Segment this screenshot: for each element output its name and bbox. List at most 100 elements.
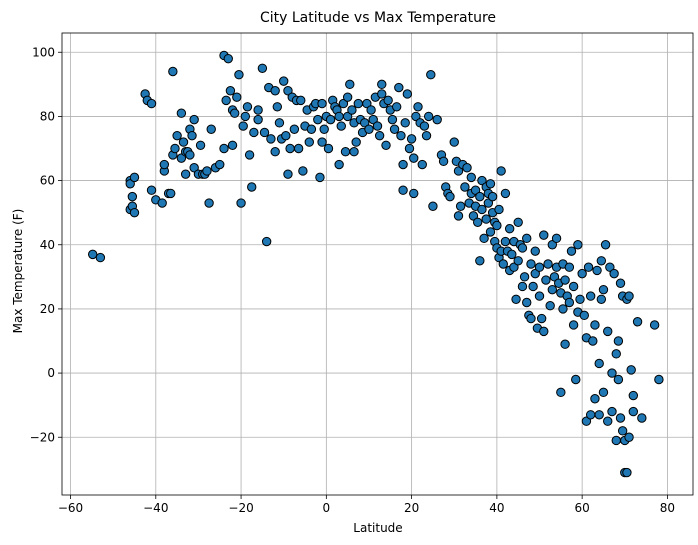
data-point [598, 284, 609, 295]
data-point [272, 102, 283, 112]
data-point [227, 140, 238, 150]
data-point [204, 198, 214, 208]
data-point [519, 272, 530, 282]
data-point [462, 163, 472, 173]
data-point [253, 105, 263, 115]
x-tick-label: 80 [660, 501, 675, 515]
x-axis-label: Latitude [353, 521, 402, 535]
data-point [368, 114, 378, 125]
data-point [528, 281, 538, 292]
data-point [334, 159, 344, 170]
data-point [526, 313, 536, 324]
data-point [423, 111, 434, 122]
data-point [571, 374, 581, 385]
data-point [573, 240, 583, 250]
data-point [581, 416, 592, 426]
data-point [509, 262, 519, 272]
data-point [455, 201, 466, 211]
data-point [176, 153, 187, 163]
data-point [172, 130, 182, 141]
data-point [274, 118, 285, 128]
data-point [180, 169, 191, 179]
data-point [146, 185, 157, 195]
data-point [185, 150, 195, 160]
data-point [95, 252, 106, 263]
data-point [223, 53, 233, 64]
data-point [481, 214, 491, 224]
data-point [472, 217, 483, 227]
data-point [266, 134, 276, 144]
data-point [360, 118, 370, 128]
data-point [219, 143, 229, 154]
y-tick-label: 0 [47, 366, 55, 380]
data-point [539, 230, 549, 240]
data-point [536, 313, 547, 324]
data-point [494, 204, 504, 215]
data-point [313, 114, 323, 125]
data-point [628, 390, 639, 401]
data-point [402, 89, 413, 99]
data-point [498, 259, 508, 269]
data-point [325, 114, 336, 125]
data-point [170, 143, 180, 154]
data-points [87, 50, 664, 478]
data-point [315, 172, 325, 183]
data-point [539, 326, 549, 337]
data-point [279, 76, 289, 86]
x-tick-label: −60 [58, 501, 83, 515]
data-point [336, 121, 346, 131]
y-axis-ticks: −20 0 20 40 60 80 100 [30, 45, 62, 444]
data-point [560, 275, 570, 285]
data-point [349, 147, 359, 157]
data-point [585, 291, 596, 301]
data-point [244, 150, 255, 160]
data-point [504, 224, 515, 234]
data-point [317, 137, 327, 147]
data-point [428, 201, 438, 211]
data-point [590, 320, 600, 330]
data-point [543, 259, 553, 269]
data-point [522, 297, 532, 308]
data-point [129, 172, 140, 183]
data-point [189, 114, 199, 125]
data-point [249, 127, 259, 138]
data-point [125, 179, 135, 189]
data-point [492, 220, 502, 231]
data-point [362, 98, 372, 109]
data-point [168, 66, 178, 77]
data-point [507, 249, 517, 260]
data-point [598, 387, 609, 398]
data-point [317, 98, 327, 109]
data-point [566, 246, 577, 256]
data-point [304, 137, 314, 147]
data-point [129, 207, 140, 218]
data-point [398, 159, 408, 170]
y-tick-label: −20 [30, 430, 55, 444]
y-tick-label: 40 [40, 238, 55, 252]
data-point [466, 172, 476, 183]
data-point [637, 413, 647, 423]
data-point [438, 156, 449, 167]
data-point [460, 182, 470, 192]
data-point [366, 105, 376, 115]
data-point [496, 166, 506, 176]
data-point [611, 435, 621, 446]
x-tick-label: −20 [228, 501, 253, 515]
data-point [624, 432, 634, 442]
data-point [622, 467, 632, 478]
data-point [293, 143, 304, 154]
data-point [353, 98, 364, 109]
data-point [283, 169, 293, 179]
data-point [383, 95, 393, 106]
data-point [607, 368, 617, 378]
data-point [617, 426, 628, 436]
data-point [372, 121, 383, 131]
data-point [400, 118, 410, 128]
data-point [579, 310, 589, 321]
data-point [517, 281, 528, 292]
data-point [283, 86, 293, 96]
data-point [417, 159, 427, 170]
data-point [453, 211, 464, 221]
data-point [351, 137, 361, 147]
data-point [345, 79, 355, 90]
